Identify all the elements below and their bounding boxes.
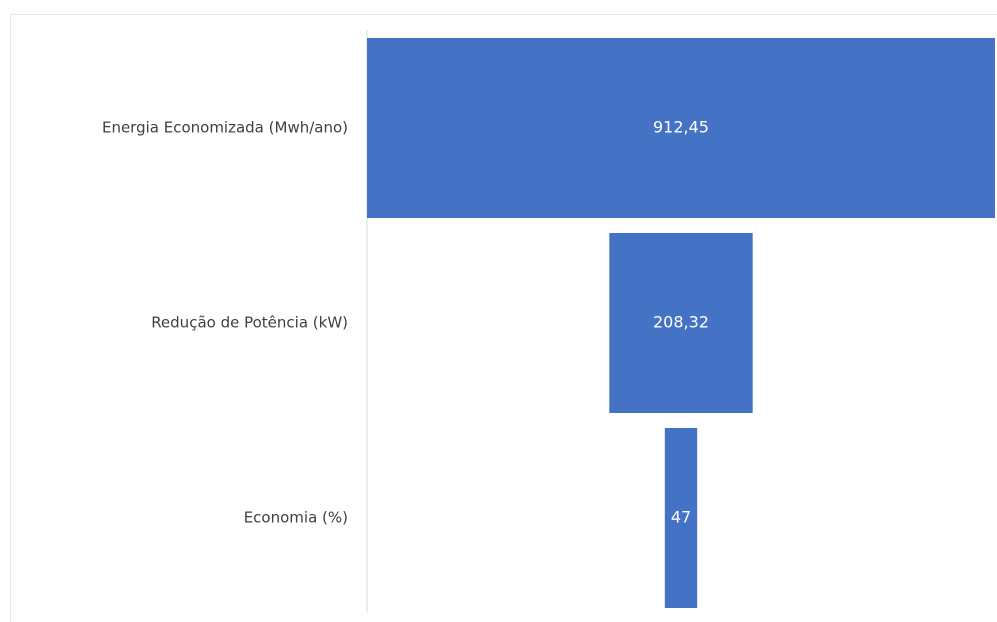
bar (609, 233, 753, 413)
bar (664, 428, 698, 608)
bar (367, 38, 995, 218)
data-label: 912,45 (653, 118, 709, 137)
category-label: Energia Economizada (Mwh/ano) (102, 119, 348, 137)
category-label: Redução de Potência (kW) (151, 314, 348, 332)
data-label: 208,32 (653, 313, 709, 332)
data-label: 47 (671, 508, 691, 527)
category-label: Economia (%) (244, 509, 348, 527)
